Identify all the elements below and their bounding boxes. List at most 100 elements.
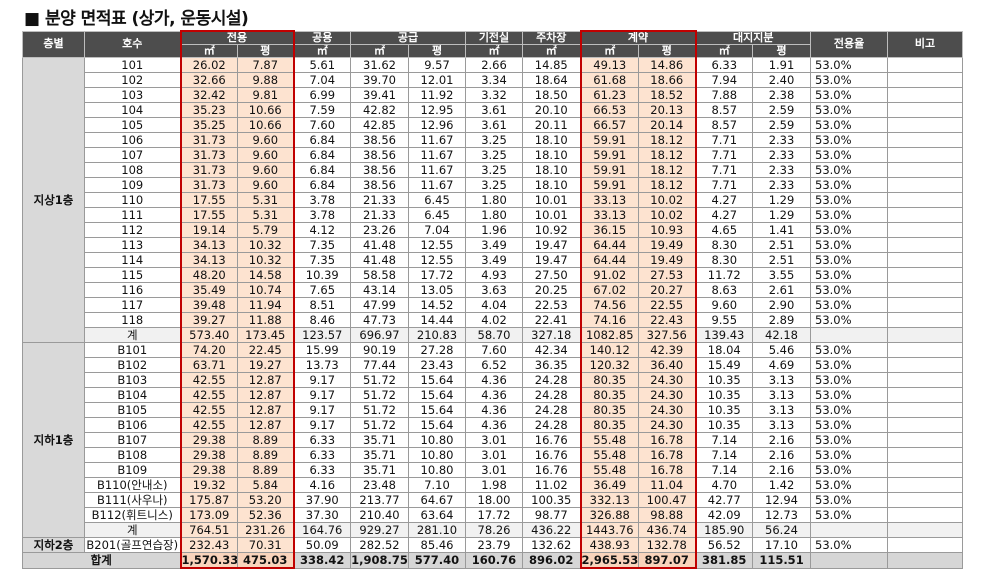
value-cell: 27.28 [408, 342, 466, 358]
column-header: 비고 [887, 30, 964, 58]
value-cell: 59.91 [579, 132, 639, 148]
value-cell: 29.38 [179, 447, 238, 463]
value-cell: 4.27 [695, 192, 753, 208]
value-cell: 3.13 [751, 402, 812, 418]
value-cell: 2.33 [751, 147, 812, 163]
value-cell: 36.49 [579, 477, 639, 493]
value-cell: 37.30 [293, 507, 351, 523]
data-row: B103 42.55 12.87 9.17 51.72 15.64 4.36 24.28 80.… [23, 372, 964, 388]
value-cell: 42.55 [179, 417, 238, 433]
column-header: 계약 [579, 30, 697, 45]
value-cell: 7.14 [695, 462, 753, 478]
value-cell: 15.64 [408, 387, 466, 403]
value-cell: 6.45 [408, 207, 466, 223]
value-cell: 10.35 [695, 402, 753, 418]
note-cell [887, 537, 964, 553]
value-cell: 6.33 [695, 57, 753, 73]
value-cell: 3.13 [751, 372, 812, 388]
rate-cell: 53.0% [810, 57, 889, 73]
value-cell: 63.64 [408, 507, 466, 523]
rate-cell: 53.0% [810, 207, 889, 223]
value-cell: 7.71 [695, 177, 753, 193]
value-cell: 7.14 [695, 447, 753, 463]
rate-cell [810, 522, 889, 538]
floor-cell: 지상1층 [22, 57, 85, 343]
value-cell: 35.25 [179, 117, 238, 133]
value-cell: 42.09 [695, 507, 753, 523]
unit-header: ㎡ [522, 44, 581, 58]
note-cell [887, 102, 964, 118]
value-cell: 10.32 [237, 237, 295, 253]
value-cell: 3.78 [293, 207, 351, 223]
data-row: B105 42.55 12.87 9.17 51.72 15.64 4.36 24.28 80.… [23, 402, 964, 418]
value-cell: 41.48 [350, 237, 409, 253]
value-cell: 2,965.53 [579, 552, 639, 569]
value-cell: 36.35 [522, 357, 581, 373]
value-cell: 3.13 [751, 387, 812, 403]
value-cell: 31.73 [179, 177, 238, 193]
value-cell: 8.57 [695, 102, 753, 118]
value-cell: 42.85 [350, 117, 409, 133]
unit-cell: B110(안내소) [84, 477, 181, 493]
value-cell: 12.96 [408, 117, 466, 133]
value-cell: 232.43 [179, 537, 238, 553]
value-cell: 56.24 [751, 522, 812, 538]
value-cell: 1,570.33 [179, 552, 238, 569]
data-row: 115 48.20 14.58 10.39 58.58 17.72 4.93 27.50 91.… [23, 267, 964, 283]
data-row: B107 29.38 8.89 6.33 35.71 10.80 3.01 16.76 55.4… [23, 432, 964, 448]
unit-cell: 104 [84, 102, 181, 118]
value-cell: 7.60 [293, 117, 351, 133]
value-cell: 8.51 [293, 297, 351, 313]
value-cell: 12.55 [408, 237, 466, 253]
value-cell: 9.60 [237, 162, 295, 178]
value-cell: 17.55 [179, 207, 238, 223]
value-cell: 100.47 [638, 492, 697, 508]
value-cell: 5.31 [237, 192, 295, 208]
unit-cell: B102 [84, 357, 181, 373]
data-row: 117 39.48 11.94 8.51 47.99 14.52 4.04 22.53 74.5… [23, 297, 964, 313]
value-cell: 23.48 [350, 477, 409, 493]
value-cell: 64.67 [408, 492, 466, 508]
value-cell: 9.17 [293, 372, 351, 388]
value-cell: 3.49 [465, 252, 523, 268]
unit-header: ㎡ [293, 44, 351, 58]
data-row: B112(휘트니스) 173.09 52.36 37.30 210.40 63.64 17.… [23, 507, 964, 523]
value-cell: 436.74 [638, 522, 697, 538]
rate-cell: 53.0% [810, 132, 889, 148]
value-cell: 16.78 [638, 462, 697, 478]
value-cell: 3.01 [465, 447, 523, 463]
value-cell: 38.56 [350, 147, 409, 163]
value-cell: 6.84 [293, 177, 351, 193]
rate-cell: 53.0% [810, 372, 889, 388]
value-cell: 2.40 [751, 72, 812, 88]
value-cell: 8.63 [695, 282, 753, 298]
rate-cell: 53.0% [810, 507, 889, 523]
value-cell: 16.76 [522, 432, 581, 448]
value-cell: 22.45 [237, 342, 295, 358]
value-cell: 10.93 [638, 222, 697, 238]
unit-cell: 107 [84, 147, 181, 163]
value-cell: 19.49 [638, 252, 697, 268]
value-cell: 6.99 [293, 87, 351, 103]
value-cell: 210.83 [408, 327, 466, 343]
data-row: 109 31.73 9.60 6.84 38.56 11.67 3.25 18.10 59.91… [23, 177, 964, 193]
value-cell: 2.66 [465, 57, 523, 73]
value-cell: 2.51 [751, 252, 812, 268]
data-row: B111(사우나) 175.87 53.20 37.90 213.77 64.67 18.0… [23, 492, 964, 508]
value-cell: 9.60 [695, 297, 753, 313]
value-cell: 3.78 [293, 192, 351, 208]
rate-cell: 53.0% [810, 102, 889, 118]
note-cell [887, 207, 964, 223]
unit-cell: 105 [84, 117, 181, 133]
value-cell: 8.89 [237, 462, 295, 478]
value-cell: 4.36 [465, 417, 523, 433]
value-cell: 98.88 [638, 507, 697, 523]
unit-cell: B101 [84, 342, 181, 358]
column-header: 층별 [22, 30, 85, 58]
value-cell: 59.91 [579, 162, 639, 178]
value-cell: 1443.76 [579, 522, 639, 538]
value-cell: 61.68 [579, 72, 639, 88]
value-cell: 1.80 [465, 207, 523, 223]
unit-header: ㎡ [179, 44, 238, 58]
total-row: 합계 1,570.33 475.03 338.42 1,908.75 577.40 160.… [22, 552, 964, 569]
